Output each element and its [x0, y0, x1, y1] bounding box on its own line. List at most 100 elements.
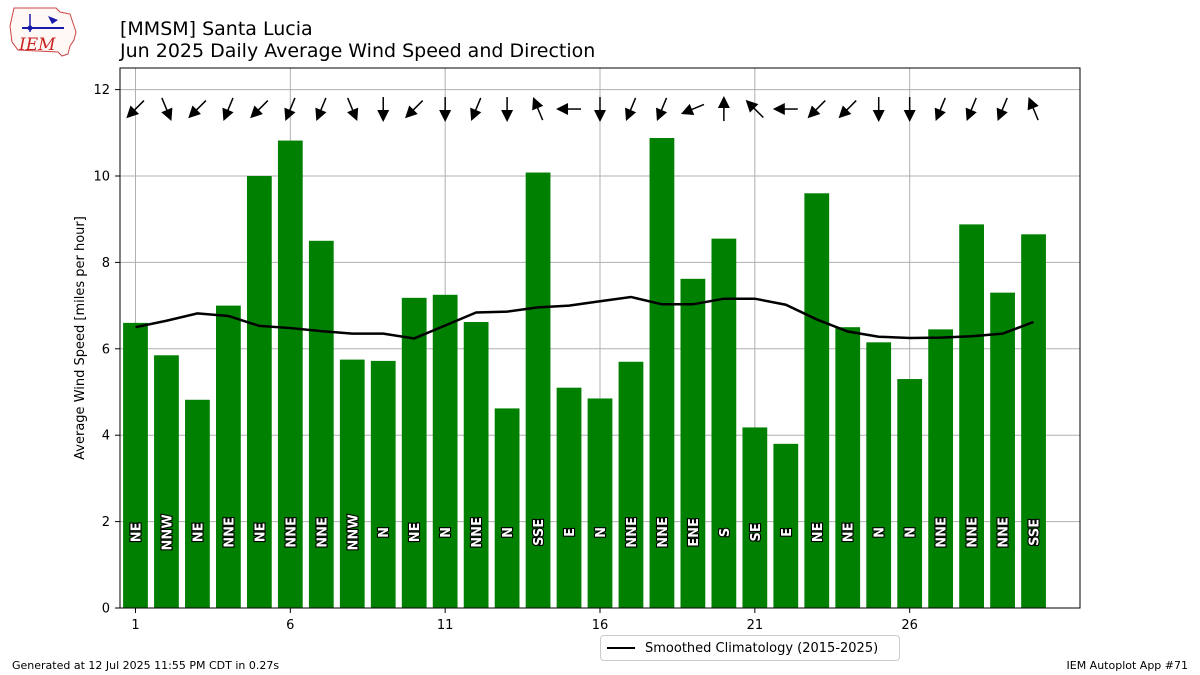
bar [959, 224, 984, 608]
direction-label: NE [253, 523, 268, 543]
wind-arrow-shaft [132, 100, 145, 112]
wind-arrow-head [250, 105, 263, 119]
direction-label: NNE [935, 517, 950, 548]
x-tick-label: 1 [131, 618, 139, 633]
wind-arrow-head [772, 103, 785, 116]
bar [804, 193, 830, 608]
y-axis-label: Average Wind Speed [miles per hour] [73, 216, 88, 460]
direction-label: S [718, 528, 733, 537]
wind-arrow-shaft [689, 103, 705, 111]
wind-arrow [594, 97, 606, 123]
wind-arrow-head [347, 107, 359, 122]
bar [494, 408, 520, 608]
wind-arrow-shaft [346, 97, 355, 113]
wind-arrow [377, 97, 390, 123]
wind-arrow-head [377, 110, 390, 123]
x-tick-label: 21 [747, 618, 764, 633]
bar [246, 176, 272, 608]
wind-arrow-shaft [660, 97, 668, 113]
wind-arrow-shaft [1000, 97, 1008, 113]
direction-label: NNE [997, 517, 1012, 548]
direction-label: N [439, 527, 454, 538]
bar [711, 238, 737, 608]
app-credit: IEM Autoplot App #71 [1066, 659, 1189, 672]
wind-arrow [250, 100, 269, 119]
wind-arrow-shaft [288, 97, 296, 113]
direction-label: NNE [470, 517, 485, 548]
chart-title: [MMSM] Santa Lucia [120, 18, 313, 40]
wind-arrow-head [625, 107, 637, 122]
wind-arrow-head [656, 107, 668, 122]
bar [277, 140, 303, 609]
direction-label: N [904, 527, 919, 538]
direction-label: NE [191, 523, 206, 543]
wind-arrow-head [126, 105, 140, 119]
bar [370, 360, 396, 608]
direction-label: NE [811, 523, 826, 543]
direction-label: N [873, 527, 888, 538]
wind-arrow-shaft [752, 106, 764, 119]
wind-arrow [965, 97, 977, 122]
bar [835, 327, 861, 608]
wind-arrow [188, 100, 207, 119]
legend-line-swatch [607, 647, 635, 649]
wind-arrow [501, 97, 514, 123]
direction-label: NNE [966, 517, 981, 548]
wind-arrow-head [996, 107, 1008, 122]
bar [556, 387, 582, 608]
wind-arrow-head [717, 96, 730, 109]
wind-arrow [405, 100, 424, 119]
wind-arrow [1027, 97, 1039, 121]
direction-label: NNW [160, 514, 175, 550]
bar [587, 398, 613, 608]
bar [680, 278, 706, 608]
direction-label: E [563, 528, 578, 537]
y-tick-label: 10 [93, 170, 110, 185]
iem-logo: IEM [9, 7, 77, 57]
wind-arrow [315, 97, 327, 122]
wind-arrow [717, 96, 730, 122]
wind-arrow-head [1027, 97, 1039, 111]
wind-arrow-head [903, 110, 916, 123]
bar [990, 292, 1015, 608]
bar [308, 240, 334, 609]
wind-arrow [903, 97, 916, 123]
wind-arrow [996, 97, 1008, 122]
bar [618, 361, 644, 608]
bar [216, 305, 241, 608]
wind-arrow-shaft [938, 97, 946, 113]
bar [525, 172, 551, 608]
wind-arrow [838, 100, 857, 119]
bar [185, 399, 210, 608]
direction-label: N [594, 527, 609, 538]
bar [401, 297, 427, 608]
wind-arrow-shaft [629, 97, 637, 113]
bar [928, 329, 954, 608]
wind-arrow-head [439, 110, 452, 123]
wind-arrow-shaft [256, 100, 269, 112]
wind-arrow [680, 103, 705, 115]
direction-label: ENE [687, 518, 702, 547]
direction-label: E [780, 528, 795, 537]
x-tick-label: 16 [592, 618, 609, 633]
wind-arrow [772, 103, 798, 116]
wind-arrow-shaft [194, 100, 207, 112]
wind-arrow-head [680, 103, 695, 115]
direction-label: NE [842, 523, 857, 543]
bar [1021, 234, 1046, 608]
direction-label: NNE [284, 517, 299, 548]
bar [897, 379, 923, 608]
wind-arrow [807, 100, 826, 119]
wind-arrow-shaft [1031, 105, 1039, 121]
wind-arrow-shaft [969, 97, 977, 113]
wind-arrow-shaft [536, 105, 544, 121]
direction-label: SE [749, 523, 764, 541]
wind-arrow [346, 97, 359, 122]
wind-arrow [126, 100, 145, 119]
wind-arrow-head [222, 107, 234, 122]
direction-label: N [377, 527, 392, 538]
direction-label: NNW [346, 514, 361, 550]
wind-arrow-head [501, 110, 514, 123]
wind-arrow-shaft [319, 97, 327, 113]
wind-arrow [556, 103, 582, 116]
